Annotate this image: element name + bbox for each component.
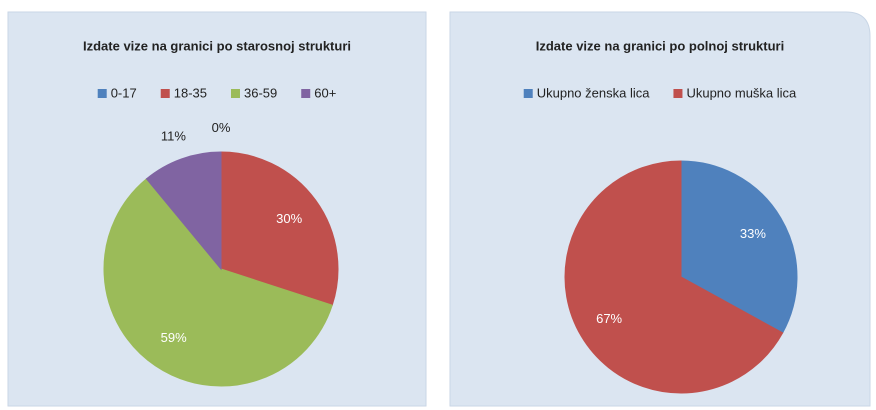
legend-label: Ukupno ženska lica	[537, 85, 650, 100]
legend-swatch	[523, 89, 533, 98]
data-label: 67%	[596, 311, 622, 326]
data-label: 59%	[161, 330, 187, 345]
pie-slice	[564, 160, 784, 394]
legend-label: 18-35	[174, 85, 207, 100]
pie-slice	[103, 178, 333, 387]
legend-swatch	[230, 89, 240, 98]
legend-swatch	[97, 89, 107, 98]
data-label: 0%	[212, 120, 231, 135]
pie-slice	[680, 160, 798, 334]
data-label: 11%	[161, 128, 186, 143]
chart-title: Izdate vize na granici po polnoj struktu…	[536, 38, 784, 53]
legend-label: Ukupno muška lica	[686, 85, 797, 100]
legend-swatch	[301, 89, 311, 98]
data-label: 33%	[740, 226, 766, 241]
data-label: 30%	[276, 211, 302, 226]
legend-swatch	[673, 89, 683, 98]
chart-title: Izdate vize na granici po starosnoj stru…	[83, 38, 351, 53]
pie-slice	[220, 151, 339, 306]
legend-label: 0-17	[111, 85, 137, 100]
legend-swatch	[160, 89, 170, 98]
legend-label: 60+	[314, 85, 336, 100]
legend-label: 36-59	[244, 85, 277, 100]
pie-slice	[145, 151, 222, 271]
